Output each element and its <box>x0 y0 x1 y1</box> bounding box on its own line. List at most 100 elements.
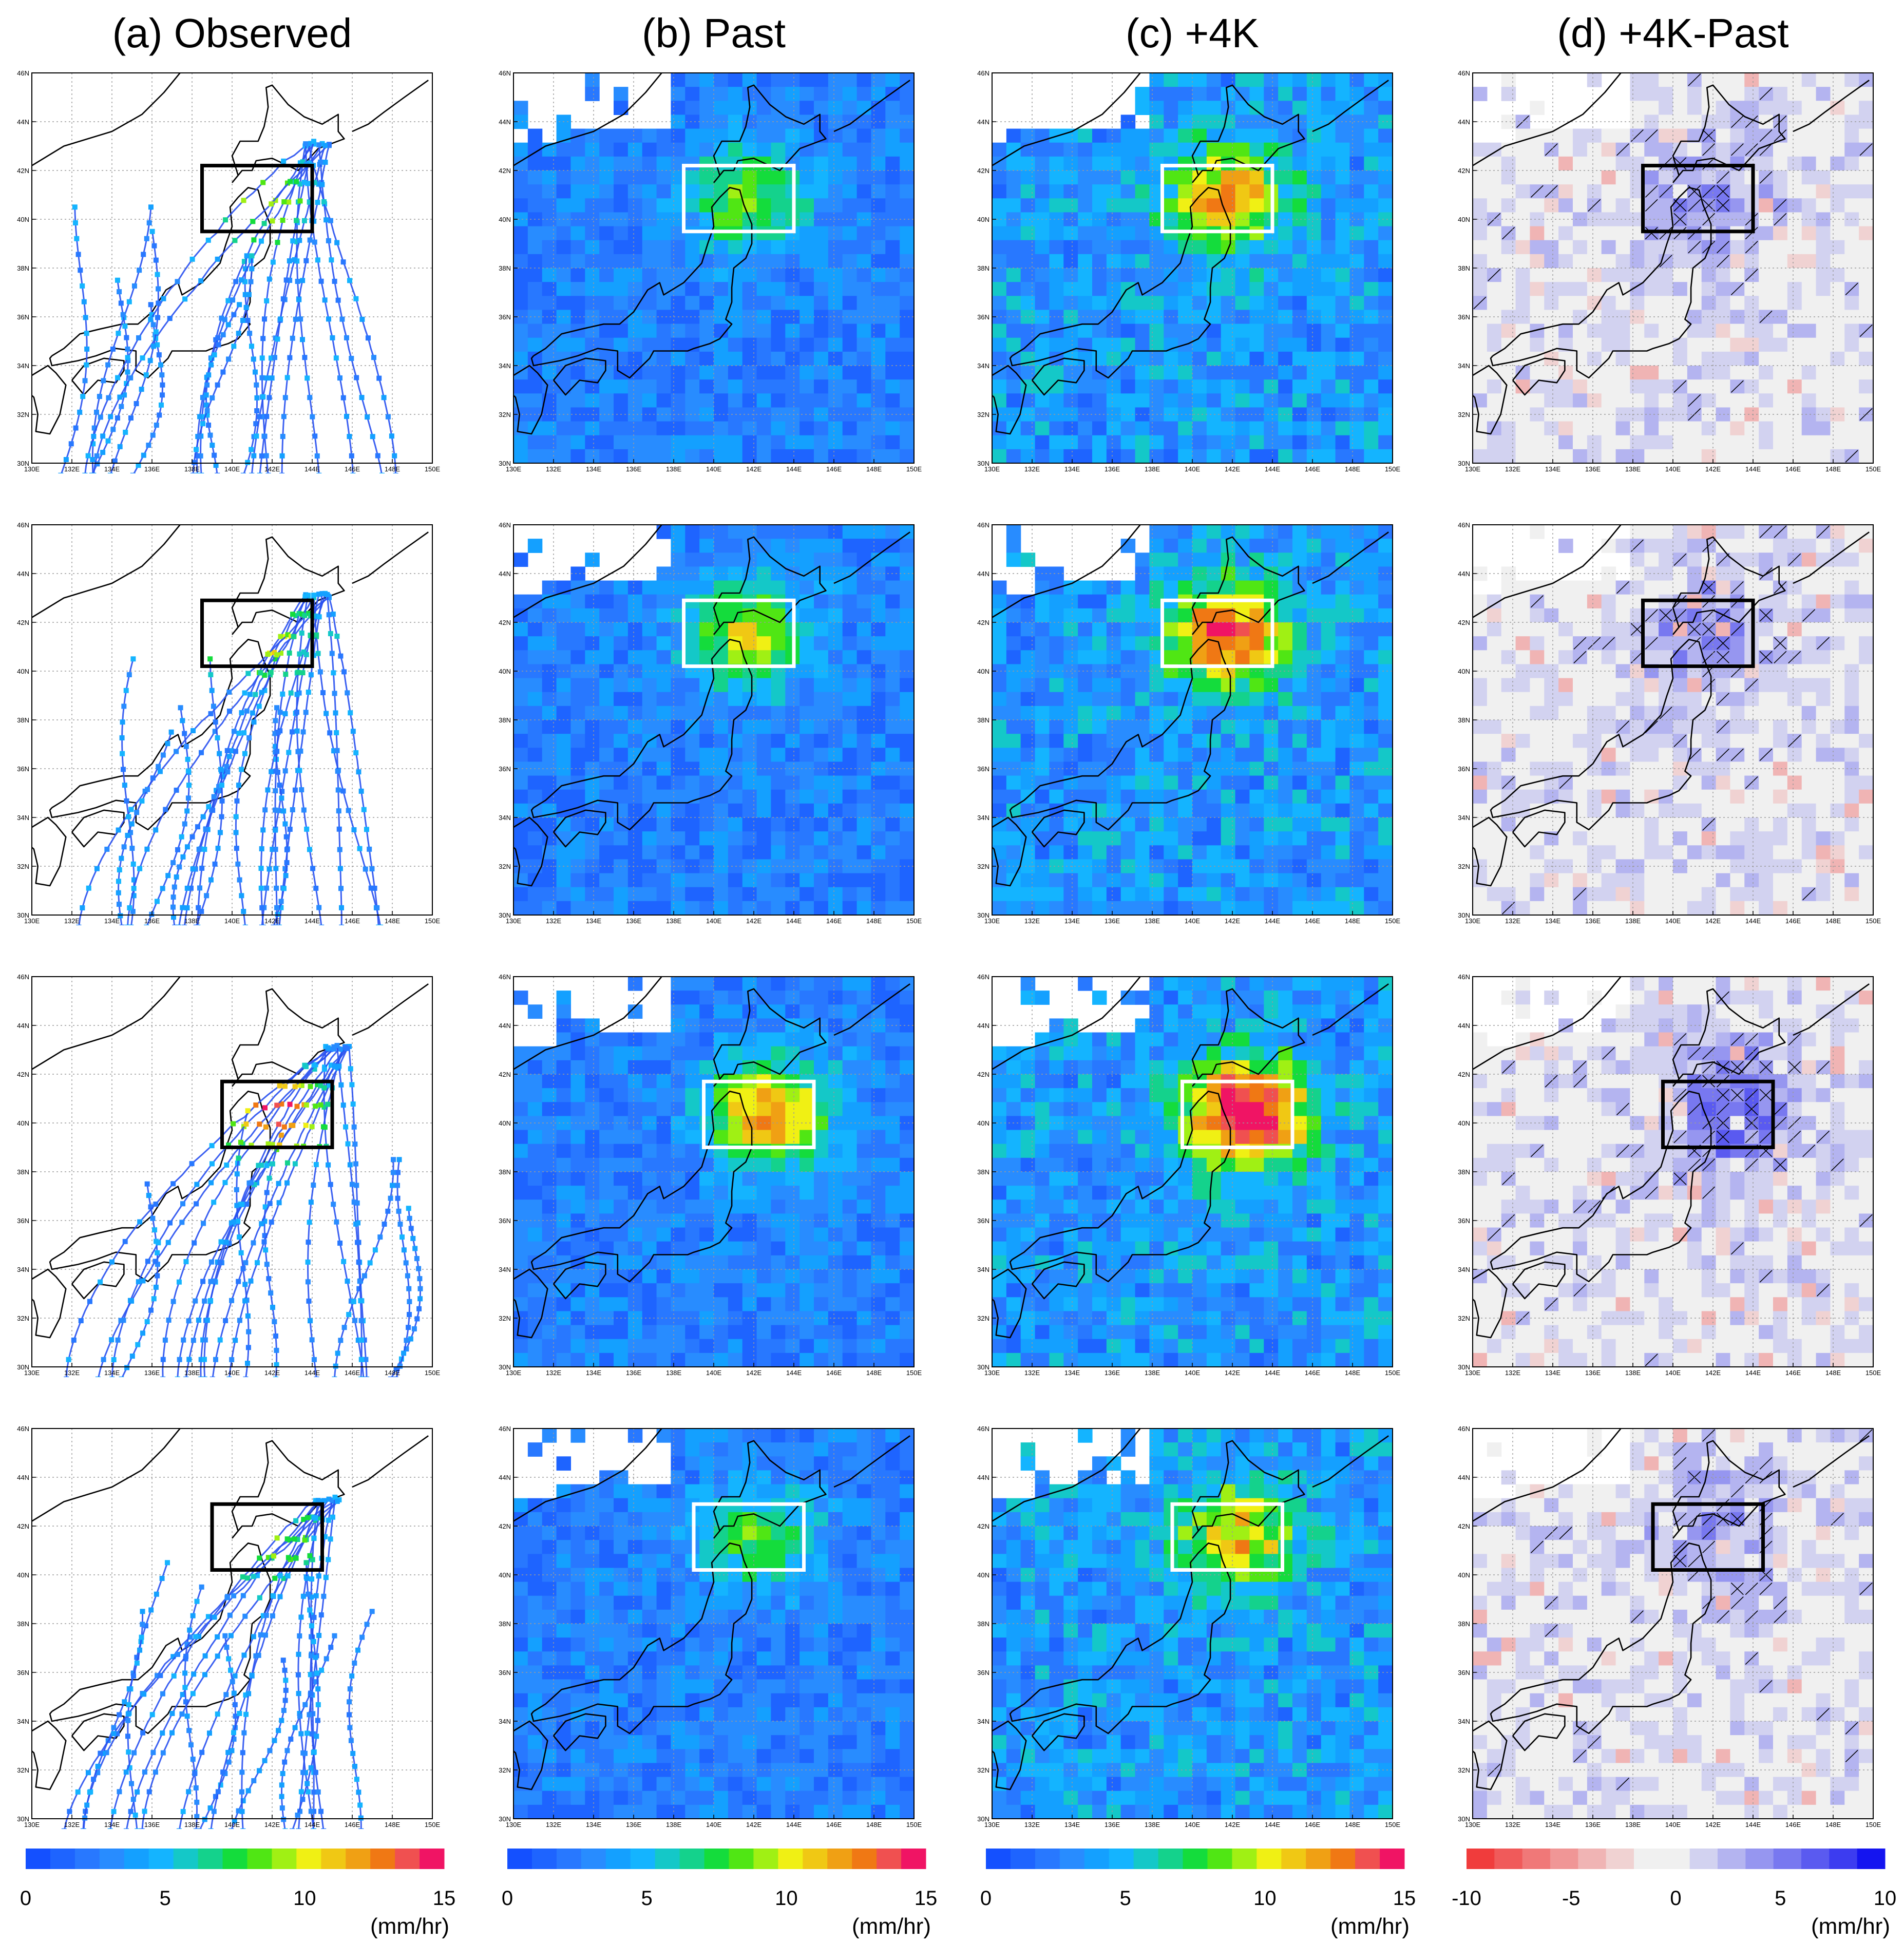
difference-cell <box>1673 282 1688 296</box>
precip-cell <box>1078 761 1093 776</box>
lon-tick-label: 142E <box>1225 917 1241 925</box>
difference-cell <box>1573 198 1588 213</box>
precip-cell <box>1006 351 1021 366</box>
track-point <box>172 924 178 925</box>
precip-cell <box>1221 421 1236 436</box>
precip-cell <box>799 254 814 269</box>
difference-cell <box>1830 393 1845 408</box>
precip-cell <box>742 379 757 394</box>
precip-cell <box>556 636 572 651</box>
precip-cell <box>1192 282 1207 296</box>
precip-cell <box>900 580 915 595</box>
track-point <box>294 728 300 734</box>
difference-cell <box>1701 449 1717 464</box>
precip-cell <box>1178 580 1193 595</box>
precip-cell <box>1378 734 1393 748</box>
precip-cell <box>1178 282 1193 296</box>
precip-cell <box>756 296 772 311</box>
precip-cell <box>1078 310 1093 325</box>
precip-cell <box>728 240 743 255</box>
track-point <box>242 292 248 297</box>
difference-cell <box>1587 449 1602 464</box>
track-point <box>219 783 224 788</box>
precip-cell <box>1278 608 1293 623</box>
precip-cell <box>885 650 900 665</box>
difference-cell <box>1730 366 1745 380</box>
precip-cell <box>614 831 629 846</box>
track-point <box>91 425 97 431</box>
precip-cell <box>856 678 872 693</box>
precip-cell <box>1278 87 1293 101</box>
precip-cell <box>799 706 814 720</box>
track-point <box>151 344 157 349</box>
difference-cell <box>1816 539 1831 553</box>
track-point <box>340 395 346 401</box>
difference-cell <box>1830 226 1845 241</box>
precip-cell <box>671 435 686 450</box>
precip-cell <box>570 566 585 581</box>
precip-cell <box>771 692 786 707</box>
precip-cell <box>828 296 843 311</box>
track-point <box>334 748 340 753</box>
precip-cell <box>885 379 900 394</box>
difference-cell <box>1573 226 1588 241</box>
precip-cell <box>1221 803 1236 818</box>
precip-cell <box>627 761 643 776</box>
precip-cell <box>814 845 829 860</box>
precip-cell <box>1049 720 1064 734</box>
lat-tick-label: 38N <box>977 264 989 272</box>
difference-cell <box>1816 421 1831 436</box>
precip-cell <box>1335 887 1350 902</box>
difference-cell <box>1587 282 1602 296</box>
precip-cell <box>527 608 543 623</box>
precip-cell <box>614 337 629 352</box>
precip-cell <box>685 407 700 422</box>
precip-cell <box>1206 379 1222 394</box>
precip-cell <box>1035 296 1050 311</box>
precip-cell <box>1235 240 1250 255</box>
precip-cell <box>871 240 886 255</box>
precip-cell <box>714 873 729 888</box>
track-point <box>282 768 288 774</box>
precip-cell <box>527 622 543 637</box>
track-point <box>331 670 336 676</box>
precip-cell <box>742 831 757 846</box>
precip-cell <box>1106 720 1121 734</box>
lat-tick-label: 44N <box>977 570 989 578</box>
track-point <box>259 690 264 695</box>
precip-cell <box>1164 608 1178 623</box>
precip-cell <box>1164 156 1178 171</box>
difference-cell <box>1615 407 1631 422</box>
precip-cell <box>1192 720 1207 734</box>
precip-cell <box>885 622 900 637</box>
precip-cell <box>1335 831 1350 846</box>
precip-cell <box>1178 887 1193 902</box>
track-point <box>182 296 188 302</box>
precip-cell <box>685 198 700 213</box>
track-point <box>340 259 346 265</box>
precip-cell <box>585 170 600 185</box>
precip-cell <box>871 734 886 748</box>
precip-cell <box>527 379 543 394</box>
precip-cell <box>656 887 672 902</box>
precip-cell <box>1149 692 1164 707</box>
precip-cell <box>885 873 900 888</box>
difference-cell <box>1515 170 1531 185</box>
track-point <box>290 807 295 812</box>
precip-cell <box>1106 580 1121 595</box>
precip-cell <box>1306 734 1322 748</box>
precip-cell <box>527 650 543 665</box>
precip-cell <box>1135 636 1150 651</box>
difference-cell <box>1759 254 1774 269</box>
precip-cell <box>814 156 829 171</box>
precip-cell <box>513 268 528 282</box>
precip-cell <box>1278 553 1293 567</box>
precip-cell <box>527 435 543 450</box>
precip-cell <box>685 622 700 637</box>
precip-cell <box>1306 692 1322 707</box>
track-point <box>283 277 289 283</box>
precip-cell <box>728 553 743 567</box>
precip-cell <box>728 282 743 296</box>
precip-cell <box>771 831 786 846</box>
precip-cell <box>1035 622 1050 637</box>
